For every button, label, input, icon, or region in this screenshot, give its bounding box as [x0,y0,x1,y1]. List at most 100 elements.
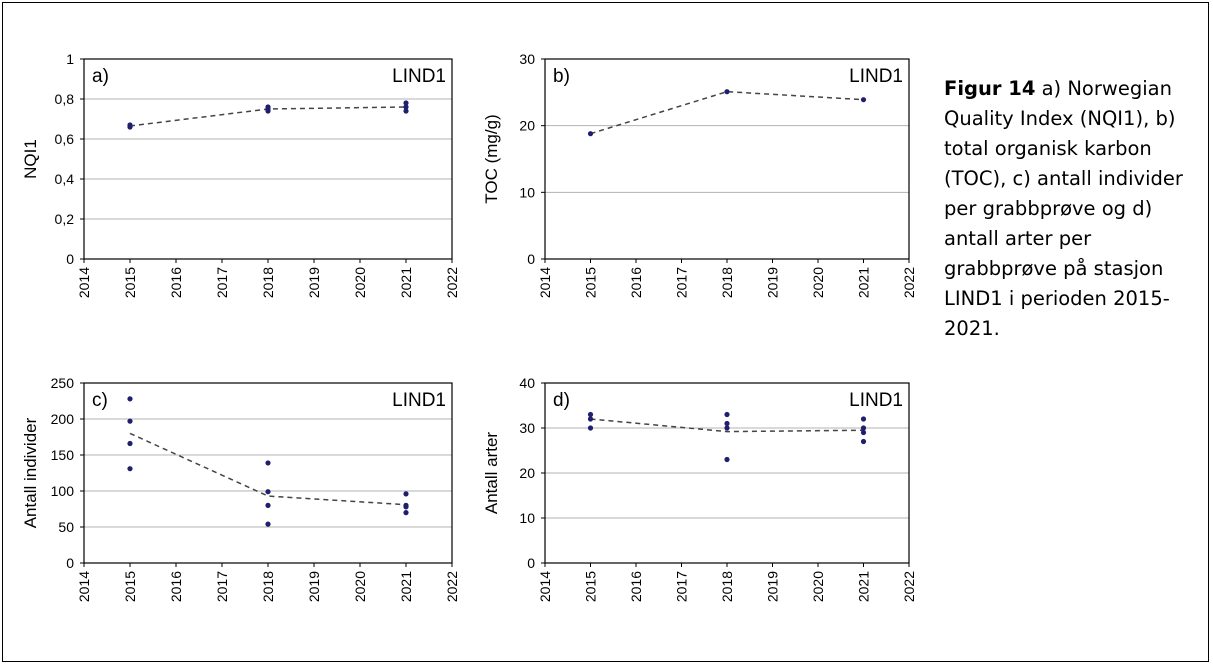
mean-trend-line [129,432,407,506]
y-tick-label: 250 [51,375,75,391]
x-tick-label: 2019 [306,267,322,298]
data-point [265,502,271,508]
x-tick-label: 2015 [583,571,599,602]
mean-trend-line [590,418,864,433]
data-point [724,411,730,418]
x-tick-label: 2017 [674,267,690,298]
x-tick-label: 2014 [76,571,92,602]
x-tick-label: 2018 [260,267,276,298]
plot-area [544,58,910,260]
data-point [587,416,594,422]
x-tick-label: 2020 [810,571,826,602]
y-tick-label: 40 [519,375,535,391]
chart-panel-d: 0 10 20 30 40 2014 2015 2016 2017 2018 2019 2020 202… [482,375,917,602]
x-tick-label: 2016 [628,571,644,602]
data-point [265,104,271,110]
data-point [587,131,594,137]
panel-label: d) [553,390,570,411]
y-tick-label: 50 [58,519,74,535]
data-point [265,521,271,527]
caption-label: Figur 14 [944,77,1036,100]
y-tick-label: 10 [519,510,535,526]
data-point [724,89,730,95]
x-tick-label: 2020 [352,267,368,298]
x-tick-label: 2021 [398,571,414,602]
y-tick-label: 0 [527,555,535,571]
data-point [860,416,867,422]
data-point [724,420,730,427]
station-label: LIND1 [849,66,903,87]
x-tick-label: 2018 [719,267,735,298]
y-tick-label: 0 [527,251,535,267]
data-point [127,466,133,472]
panel-label: c) [92,390,108,411]
x-tick-label: 2015 [122,267,138,298]
x-tick-label: 2016 [168,267,184,298]
y-tick-label: 200 [51,411,75,427]
x-tick-label: 2014 [537,571,553,602]
data-point [403,491,409,497]
x-tick-label: 2017 [214,571,230,602]
x-tick-label: 2014 [76,267,92,298]
y-axis-label: Antall individer [21,417,40,528]
x-tick-label: 2020 [352,571,368,602]
station-label: LIND1 [392,390,446,411]
x-tick-label: 2018 [260,571,276,602]
x-tick-label: 2018 [719,571,735,602]
panel-label: b) [553,66,570,87]
x-tick-label: 2015 [583,267,599,298]
y-tick-label: 20 [519,118,535,134]
plot-area [83,382,453,564]
x-tick-label: 2015 [122,571,138,602]
caption-text: a) Norwegian Quality Index (NQI1), b) to… [944,77,1183,340]
x-tick-label: 2017 [674,571,690,602]
x-tick-label: 2021 [856,571,872,602]
plot-area [83,58,453,260]
chart-panel-b: 0 10 20 30 2014 2015 2016 2017 2018 2019 2020 2021 2… [482,51,917,298]
y-axis-label: NQI1 [21,139,40,179]
chart-panel-a: 0 0,2 0,4 0,6 0,8 1 2014 2015 2016 2017 2018 2019 20… [21,51,460,298]
data-point [127,418,133,424]
x-tick-label: 2022 [901,267,917,298]
data-point [587,411,594,418]
x-tick-label: 2014 [537,267,553,298]
y-tick-label: 100 [51,483,75,499]
data-point [403,509,409,516]
x-tick-label: 2020 [810,267,826,298]
data-point [724,425,730,431]
x-tick-label: 2019 [306,571,322,602]
y-tick-label: 0,8 [55,91,75,107]
y-axis-label: Antall arter [482,432,501,515]
data-point [860,425,867,431]
x-tick-label: 2022 [444,571,460,602]
x-tick-label: 2022 [901,571,917,602]
x-tick-label: 2016 [168,571,184,602]
panel-label: a) [92,66,109,87]
data-point [265,489,271,495]
data-point [860,97,867,103]
y-tick-label: 10 [519,184,535,200]
y-tick-label: 30 [519,51,535,67]
y-tick-label: 0,2 [55,211,75,227]
x-tick-label: 2021 [856,267,872,298]
data-point [127,396,133,402]
data-point [724,456,730,463]
y-tick-label: 0,6 [55,131,75,147]
y-tick-label: 0,4 [55,171,75,187]
data-point [403,504,409,510]
figure-caption: Figur 14 a) Norwegian Quality Index (NQI… [944,74,1208,344]
plot-area [544,382,910,564]
y-axis-label: TOC (mg/g) [482,114,501,203]
x-tick-label: 2021 [398,267,414,298]
station-label: LIND1 [849,390,903,411]
y-tick-label: 150 [51,447,75,463]
data-point [265,460,271,466]
station-label: LIND1 [392,66,446,87]
data-point [127,440,133,447]
data-point [403,104,409,110]
mean-trend-line [590,90,864,135]
x-tick-label: 2017 [214,267,230,298]
x-tick-label: 2019 [765,571,781,602]
